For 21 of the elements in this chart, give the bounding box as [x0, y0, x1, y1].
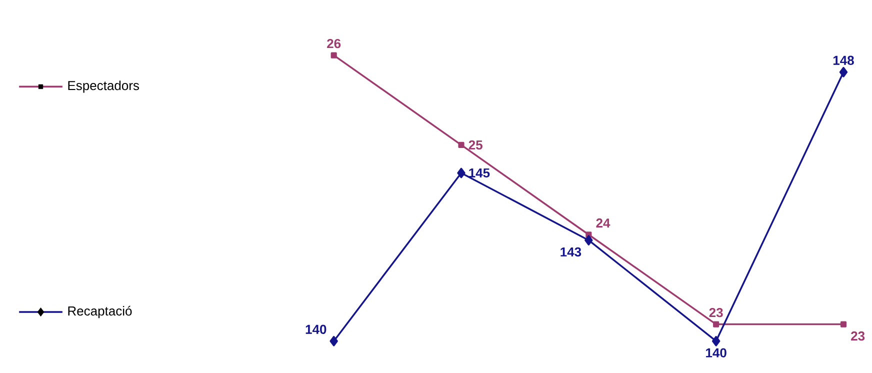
data-label: 145 [469, 168, 490, 178]
point [840, 321, 847, 328]
point [839, 67, 848, 78]
legend-label: Espectadors [68, 80, 139, 93]
data-label: 25 [468, 140, 482, 150]
data-label: 143 [560, 247, 582, 257]
point [712, 336, 720, 346]
point [584, 235, 593, 246]
point [330, 336, 338, 346]
data-label: 26 [327, 39, 341, 48]
point [458, 142, 464, 148]
point [713, 321, 720, 328]
data-label: 140 [306, 324, 326, 334]
point [330, 52, 337, 58]
data-label: 23 [851, 332, 865, 341]
data-label: 148 [833, 56, 854, 66]
point [457, 168, 466, 178]
data-label: 23 [709, 308, 723, 318]
legend-label: Recaptació [68, 306, 132, 318]
data-label: 140 [706, 348, 726, 358]
data-label: 24 [596, 218, 610, 228]
